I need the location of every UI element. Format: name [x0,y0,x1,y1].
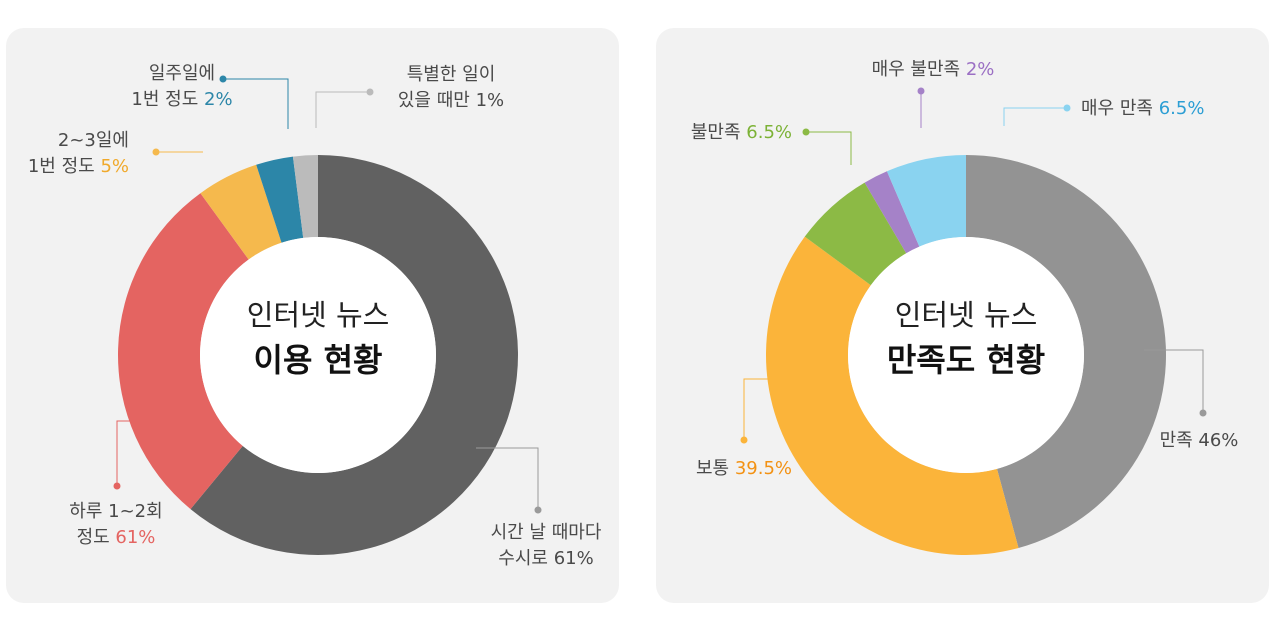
satisfaction-leader-line-1 [743,378,774,440]
usage-center-title-1: 이용 현황 [254,341,383,379]
usage-center-title-0: 인터넷 뉴스 [247,298,390,332]
usage-pct-3: 2% [204,89,233,110]
usage-pct-2: 5% [100,156,129,177]
usage-donut-hole [200,237,436,473]
usage-label-2-line-0: 2~3일에 [58,130,129,151]
usage-label-3-line-0: 일주일에 [149,63,215,84]
satisfaction-leader-line-2 [806,131,852,165]
satisfaction-slice-4 [886,155,966,247]
usage-label-4-line-1: 있을 때만 1% [398,90,504,111]
satisfaction-leader-dot-1 [740,436,748,444]
usage-leader-line-0 [476,447,539,510]
satisfaction-leader-line-0 [1144,349,1204,413]
satisfaction-label-4-line-0: 매우 만족 6.5% [1081,98,1204,119]
usage-leader-dot-4 [366,88,374,96]
usage-label-0-line-1: 수시로 61% [498,548,593,569]
usage-leader-dot-2 [152,148,160,156]
usage-slice-3 [256,156,304,243]
usage-slice-0 [190,155,518,555]
usage-slice-2 [200,164,282,260]
satisfaction-slice-1 [766,236,1019,556]
usage-leader-line-4 [315,91,370,128]
usage-label-1-line-1: 정도 61% [77,527,156,548]
usage-pct-4: 1% [476,90,505,111]
satisfaction-pct-1: 39.5% [735,458,792,479]
satisfaction-pct-0: 46% [1198,430,1238,451]
usage-label-4-line-0: 특별한 일이 [407,64,496,85]
satisfaction-center-title-1: 만족도 현황 [887,341,1045,379]
usage-label-3-line-1: 1번 정도 2% [131,89,232,110]
usage-slice-1 [117,193,249,510]
satisfaction-leader-line-4 [1003,107,1067,126]
satisfaction-center-title-0: 인터넷 뉴스 [895,298,1038,332]
usage-slice-4 [292,155,318,238]
satisfaction-pct-3: 2% [966,59,995,80]
usage-leader-dot-1 [113,482,121,490]
usage-leader-dot-0 [534,506,542,514]
satisfaction-slice-2 [804,182,907,286]
satisfaction-label-1-line-0: 보통 39.5% [696,458,792,479]
usage-label-0-line-0: 시간 날 때마다 [491,522,602,543]
satisfaction-leader-dot-0 [1199,409,1207,417]
usage-leader-line-3 [223,78,289,129]
usage-leader-line-1 [116,420,154,486]
usage-leader-dot-3 [219,75,227,83]
satisfaction-label-2-line-0: 불만족 6.5% [691,122,792,143]
satisfaction-pct-2: 6.5% [746,122,792,143]
satisfaction-donut-hole [848,237,1084,473]
satisfaction-pct-4: 6.5% [1159,98,1205,119]
satisfaction-label-0-line-0: 만족 46% [1160,430,1239,451]
satisfaction-leader-dot-3 [917,87,925,95]
satisfaction-leader-dot-4 [1063,104,1071,112]
usage-pct-1: 61% [115,527,155,548]
usage-label-2-line-1: 1번 정도 5% [28,156,129,177]
usage-label-1-line-0: 하루 1~2회 [69,501,162,522]
satisfaction-slice-3 [864,171,920,254]
satisfaction-label-3-line-0: 매우 불만족 2% [872,59,995,80]
satisfaction-leader-dot-2 [802,128,810,136]
satisfaction-slice-0 [966,155,1166,548]
usage-pct-0: 61% [554,548,594,569]
